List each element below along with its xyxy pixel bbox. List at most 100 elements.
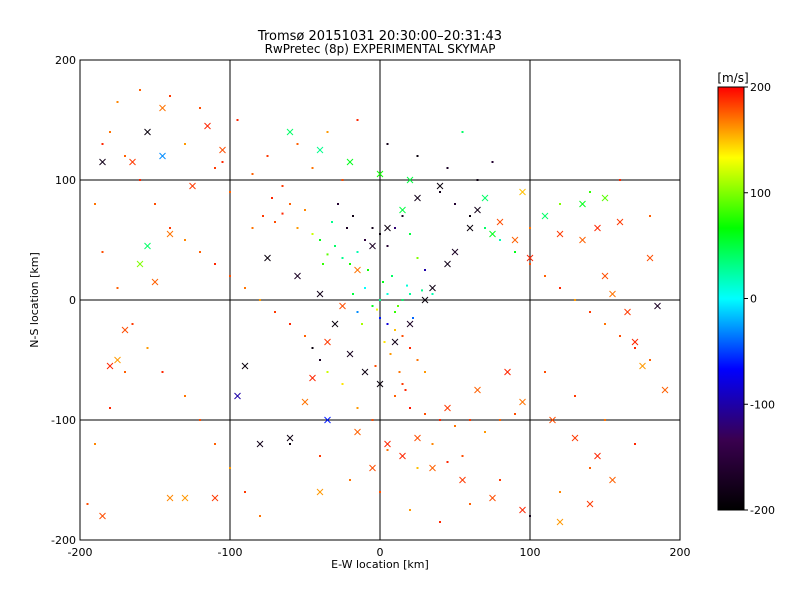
dot-marker-point bbox=[383, 341, 386, 343]
dot-marker-point bbox=[484, 227, 486, 229]
x-marker-point bbox=[384, 224, 391, 232]
dot-marker-point bbox=[259, 515, 261, 517]
dot-marker-point bbox=[356, 251, 359, 253]
x-marker-point bbox=[616, 218, 624, 226]
dot-marker-point bbox=[341, 179, 344, 181]
dot-marker-point bbox=[326, 253, 329, 256]
dot-marker-point bbox=[236, 119, 239, 121]
x-marker-point bbox=[466, 224, 474, 232]
x-tick-label: 0 bbox=[377, 546, 384, 559]
x-marker-point bbox=[436, 182, 444, 190]
dot-marker-point bbox=[409, 407, 411, 409]
dot-marker-point bbox=[634, 443, 636, 445]
x-marker-point bbox=[301, 398, 309, 406]
x-marker-point bbox=[316, 146, 324, 154]
x-tick-label: -100 bbox=[218, 546, 243, 559]
dot-marker-point bbox=[559, 491, 561, 493]
dot-marker-point bbox=[469, 419, 471, 421]
dot-marker-point bbox=[319, 359, 321, 361]
dot-marker-point bbox=[371, 227, 374, 229]
dot-marker-point bbox=[461, 455, 464, 457]
x-marker-point bbox=[136, 260, 144, 268]
x-marker-point bbox=[129, 158, 136, 166]
dot-marker-point bbox=[244, 491, 246, 493]
dot-marker-point bbox=[86, 503, 89, 505]
dot-marker-point bbox=[634, 347, 636, 349]
x-marker-point bbox=[474, 206, 481, 214]
chart-subtitle: RwPretec (8p) EXPERIMENTAL SKYMAP bbox=[265, 42, 496, 56]
x-marker-point bbox=[429, 284, 436, 292]
dot-marker-point bbox=[289, 443, 291, 445]
dot-marker-point bbox=[544, 275, 546, 277]
x-marker-point bbox=[489, 494, 496, 502]
x-marker-point bbox=[346, 158, 354, 166]
dot-marker-point bbox=[199, 251, 201, 253]
dot-marker-point bbox=[386, 143, 389, 145]
dot-marker-point bbox=[409, 509, 411, 511]
dot-marker-point bbox=[404, 389, 407, 391]
dot-marker-point bbox=[379, 491, 381, 493]
dot-marker-point bbox=[484, 431, 486, 433]
dot-marker-point bbox=[289, 203, 291, 205]
x-axis-label: E-W location [km] bbox=[331, 558, 429, 571]
dot-marker-point bbox=[169, 227, 171, 229]
dot-marker-point bbox=[476, 179, 479, 181]
x-marker-point bbox=[414, 434, 421, 442]
dot-marker-point bbox=[154, 203, 156, 205]
dot-marker-point bbox=[454, 203, 456, 205]
dot-marker-point bbox=[184, 239, 186, 241]
dot-marker-point bbox=[356, 311, 359, 313]
x-marker-point bbox=[571, 434, 579, 442]
dot-marker-point bbox=[514, 251, 516, 253]
dot-marker-point bbox=[331, 221, 333, 223]
y-tick-label: 100 bbox=[55, 174, 76, 187]
dot-marker-point bbox=[271, 197, 273, 199]
dot-marker-point bbox=[352, 293, 354, 295]
dot-marker-point bbox=[139, 179, 141, 181]
dot-marker-point bbox=[214, 263, 216, 265]
y-tick-label: -200 bbox=[51, 534, 76, 547]
dot-marker-point bbox=[184, 395, 186, 397]
dot-marker-point bbox=[356, 407, 359, 409]
dot-marker-point bbox=[409, 233, 411, 235]
x-marker-point bbox=[324, 338, 331, 346]
x-marker-point bbox=[504, 368, 511, 376]
plot-frame bbox=[79, 59, 681, 541]
dot-marker-point bbox=[371, 305, 374, 307]
dot-marker-point bbox=[406, 284, 408, 287]
dot-marker-point bbox=[311, 233, 314, 235]
dot-marker-point bbox=[431, 293, 434, 295]
x-marker-point bbox=[631, 338, 639, 346]
x-marker-point bbox=[489, 230, 496, 238]
dot-marker-point bbox=[529, 515, 531, 517]
dot-marker-point bbox=[371, 419, 374, 421]
dot-marker-point bbox=[161, 371, 164, 373]
x-marker-point bbox=[444, 260, 451, 268]
dot-marker-point bbox=[529, 263, 531, 265]
x-marker-point bbox=[121, 326, 129, 334]
dot-marker-point bbox=[439, 419, 441, 421]
x-marker-point bbox=[99, 158, 106, 166]
x-marker-point bbox=[519, 188, 526, 196]
x-marker-point bbox=[406, 320, 414, 328]
x-marker-point bbox=[204, 122, 211, 130]
x-marker-point bbox=[609, 290, 616, 298]
x-marker-point bbox=[144, 128, 151, 136]
x-marker-point bbox=[549, 416, 556, 424]
x-marker-point bbox=[369, 464, 376, 472]
dot-marker-point bbox=[401, 335, 404, 337]
dot-marker-point bbox=[296, 227, 299, 229]
dot-marker-point bbox=[619, 179, 621, 181]
dot-marker-point bbox=[262, 215, 264, 217]
x-marker-point bbox=[294, 272, 301, 280]
dot-marker-point bbox=[389, 353, 392, 355]
dot-marker-point bbox=[101, 251, 104, 253]
dot-marker-point bbox=[499, 479, 501, 481]
dot-marker-point bbox=[326, 131, 329, 133]
x-marker-point bbox=[324, 416, 331, 424]
dot-marker-point bbox=[424, 413, 426, 415]
dot-marker-point bbox=[499, 239, 501, 241]
dot-marker-point bbox=[401, 215, 404, 217]
x-marker-point bbox=[106, 362, 114, 370]
